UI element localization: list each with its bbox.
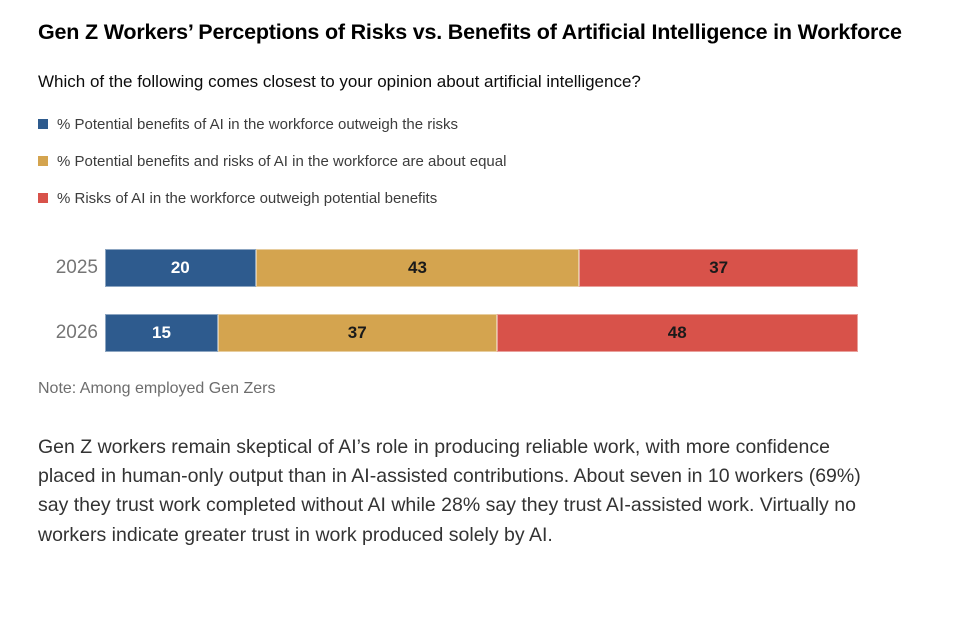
bar-segment: 48	[496, 313, 858, 352]
value-label: 20	[170, 257, 190, 277]
legend-swatch-icon	[38, 156, 48, 167]
chart-title: Gen Z Workers’ Perceptions of Risks vs. …	[38, 20, 902, 44]
stacked-bar: 20 43 37	[105, 248, 858, 287]
bar-segment: 37	[579, 248, 858, 287]
value-label: 37	[709, 257, 729, 277]
legend-label: % Potential benefits of AI in the workfo…	[57, 115, 459, 133]
legend-swatch-icon	[38, 119, 48, 130]
bar-segment: 15	[105, 313, 218, 352]
legend-label: % Potential benefits and risks of AI in …	[57, 152, 507, 170]
legend-item: % Potential benefits and risks of AI in …	[38, 153, 938, 170]
value-label: 37	[347, 322, 367, 342]
value-label: 15	[152, 322, 171, 342]
chart-legend: % Potential benefits of AI in the workfo…	[38, 116, 938, 207]
legend-item: % Risks of AI in the workforce outweigh …	[38, 190, 938, 207]
legend-swatch-icon	[38, 193, 48, 204]
chart-note: Note: Among employed Gen Zers	[38, 379, 276, 397]
stacked-bar-chart: 2025 20 43 37 2026 15 37 48	[38, 248, 938, 352]
value-label: 43	[408, 257, 427, 277]
bar-segment: 37	[217, 313, 497, 352]
bar-row-2025: 2025 20 43 37	[38, 248, 938, 287]
body-paragraph: Gen Z workers remain skeptical of AI’s r…	[38, 435, 861, 546]
category-label: 2025	[55, 256, 98, 278]
bar-segment: 20	[105, 248, 256, 287]
legend-item: % Potential benefits of AI in the workfo…	[38, 116, 938, 133]
stacked-bar: 15 37 48	[105, 313, 858, 352]
legend-label: % Risks of AI in the workforce outweigh …	[57, 189, 438, 207]
bar-row-2026: 2026 15 37 48	[38, 313, 938, 352]
bar-segment: 43	[255, 248, 580, 287]
survey-question: Which of the following comes closest to …	[38, 72, 641, 92]
category-label: 2026	[55, 321, 98, 343]
value-label: 48	[667, 322, 687, 342]
